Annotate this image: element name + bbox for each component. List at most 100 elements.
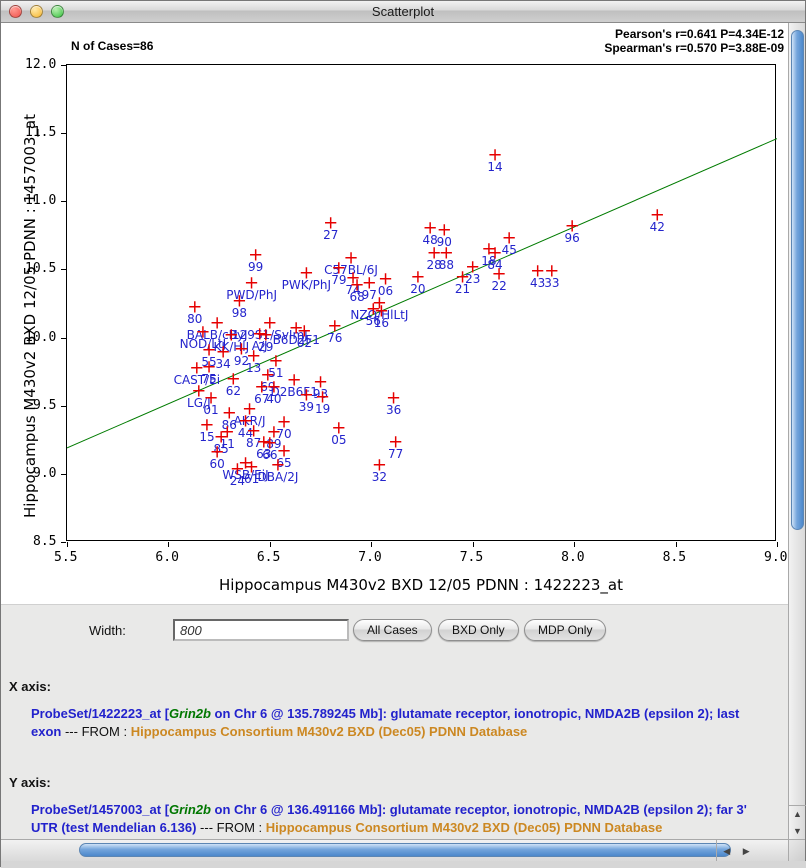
vertical-scrollbar[interactable]: ▲ ▼ xyxy=(788,23,806,839)
plus-marker-icon: + xyxy=(229,458,245,480)
point-label: 92 xyxy=(233,353,250,368)
plus-marker-icon: + xyxy=(345,267,361,289)
point-label: 98 xyxy=(231,306,248,321)
control-panel: Width: All Cases BXD Only MDP Only X axi… xyxy=(1,604,790,839)
point-label: 79 xyxy=(331,273,347,288)
plus-marker-icon: + xyxy=(215,340,231,362)
point-label: 32 xyxy=(371,469,388,484)
titlebar[interactable]: Scatterplot xyxy=(1,1,805,23)
x-tick xyxy=(67,542,68,547)
x-tick-label: 6.0 xyxy=(155,550,179,565)
bxd-only-button[interactable]: BXD Only xyxy=(438,619,519,641)
point-label: 28 xyxy=(426,258,442,273)
point-label: AKR/J xyxy=(233,413,266,428)
point-label: 68 xyxy=(349,289,365,304)
description-segment: --- FROM : xyxy=(200,820,266,836)
plus-marker-icon: + xyxy=(262,432,278,454)
window-title: Scatterplot xyxy=(371,4,435,19)
point-label: 18 xyxy=(481,254,497,269)
plus-marker-icon: + xyxy=(254,376,270,398)
point-label: 20 xyxy=(410,281,426,296)
point-label: 16 xyxy=(373,315,390,330)
plus-marker-icon: + xyxy=(426,242,442,264)
plus-marker-icon: + xyxy=(262,312,278,334)
x-tick xyxy=(168,542,170,547)
plus-marker-icon: + xyxy=(191,380,207,402)
point-label: 75 xyxy=(201,371,217,386)
scroll-up-arrow[interactable]: ▲ xyxy=(793,809,802,819)
point-label: 36 xyxy=(385,402,402,417)
mdp-only-button[interactable]: MDP Only xyxy=(524,619,607,641)
horizontal-scroll-thumb[interactable] xyxy=(79,843,731,857)
description-segment: ProbeSet/1422223_at [ xyxy=(31,706,170,721)
plus-marker-icon: + xyxy=(187,295,203,317)
horizontal-scrollbar[interactable]: ◀ ▶ xyxy=(1,839,790,862)
plus-marker-icon: + xyxy=(256,430,272,452)
plus-marker-icon: + xyxy=(242,398,258,420)
spearman-stat: Spearman's r=0.570 P=3.88E-09 xyxy=(604,41,784,56)
vertical-scroll-thumb[interactable] xyxy=(791,30,804,530)
point-label: 14 xyxy=(487,160,503,175)
plus-marker-icon: + xyxy=(343,246,359,268)
y-tick-label: 9.0 xyxy=(33,465,57,481)
description-segment: Grin2b xyxy=(169,802,211,817)
x-tick-label: 9.0 xyxy=(764,550,788,565)
plus-marker-icon: + xyxy=(266,421,282,443)
plus-marker-icon: + xyxy=(296,320,312,342)
point-label: LG/J xyxy=(187,396,211,411)
all-cases-button[interactable]: All Cases xyxy=(353,619,432,641)
description-segment: Hippocampus Consortium M430v2 BXD (Dec05… xyxy=(130,724,528,740)
plus-marker-icon: + xyxy=(201,355,217,377)
point-label: 43 xyxy=(529,276,546,291)
plus-marker-icon: + xyxy=(246,344,262,366)
point-label: 63 xyxy=(256,446,272,461)
plus-marker-icon: + xyxy=(252,323,268,345)
scroll-left-arrow[interactable]: ◀ xyxy=(723,846,731,856)
y-axis-heading: Y axis: xyxy=(9,775,51,790)
plus-marker-icon: + xyxy=(349,274,365,296)
point-label: BALB/cByJ xyxy=(186,327,248,342)
point-label: 90 xyxy=(436,235,452,250)
x-tick-label: 8.5 xyxy=(662,550,687,565)
plus-marker-icon: + xyxy=(213,426,229,448)
y-tick xyxy=(61,542,66,543)
pearson-stat: Pearson's r=0.641 P=4.34E-12 xyxy=(615,27,784,41)
y-tick-label: 12.0 xyxy=(25,57,57,72)
x-tick xyxy=(472,542,474,547)
width-input[interactable] xyxy=(173,619,349,641)
point-label: 05 xyxy=(331,432,347,447)
y-tick-label: 11.5 xyxy=(25,125,57,141)
point-label: 44 xyxy=(237,426,254,441)
point-label: 27 xyxy=(323,228,339,243)
plus-marker-icon: + xyxy=(481,238,497,260)
description-segment: on Chr 6 @ 136.491166 Mb]: glutamate rec… xyxy=(31,802,747,836)
close-button[interactable] xyxy=(9,5,22,18)
plus-marker-icon: + xyxy=(315,385,331,407)
point-label: 70 xyxy=(276,427,292,442)
point-label: 23 xyxy=(465,272,481,287)
plus-marker-icon: + xyxy=(219,421,235,443)
scroll-down-arrow[interactable]: ▼ xyxy=(793,826,802,836)
point-label: 76 xyxy=(327,330,343,345)
point-label: B6D2F1 xyxy=(272,333,320,348)
minimize-button[interactable] xyxy=(30,5,43,18)
point-label: 88 xyxy=(438,258,454,273)
y-tick xyxy=(61,473,66,475)
x-tick-label: 5.5 xyxy=(54,550,78,565)
point-label: CAST/Ei xyxy=(173,372,221,387)
x-tick xyxy=(675,542,677,547)
plus-marker-icon: + xyxy=(260,363,276,385)
x-axis-title: Hippocampus M430v2 BXD 12/05 PDNN : 1422… xyxy=(219,576,623,594)
plus-marker-icon: + xyxy=(233,338,249,360)
scroll-right-arrow[interactable]: ▶ xyxy=(742,846,750,856)
y-tick xyxy=(61,65,66,66)
plus-marker-icon: + xyxy=(649,204,665,226)
point-label: 11 xyxy=(219,436,235,451)
plus-marker-icon: + xyxy=(371,291,387,313)
point-label: 55 xyxy=(201,355,217,370)
plus-marker-icon: + xyxy=(371,453,387,475)
zoom-button[interactable] xyxy=(51,5,64,18)
point-label: 85 xyxy=(213,442,229,457)
point-label: 01 xyxy=(203,402,219,417)
